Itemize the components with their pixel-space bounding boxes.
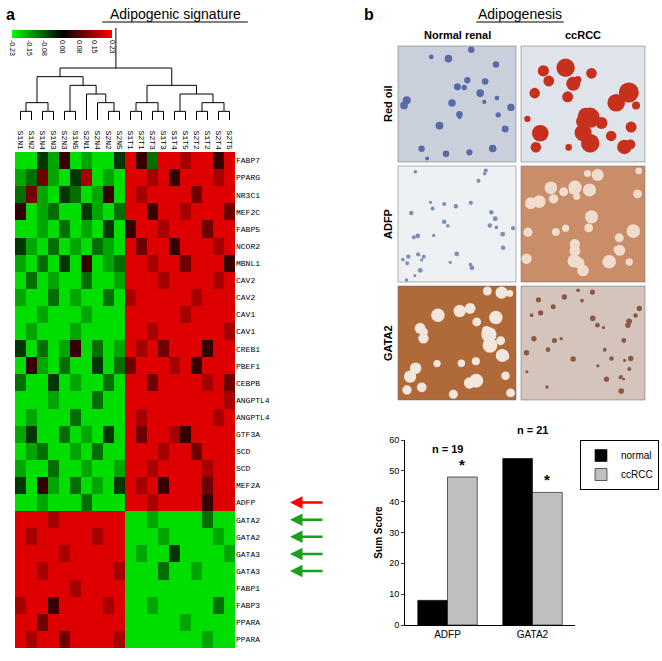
svg-text:50: 50: [389, 466, 399, 476]
svg-text:FABP5: FABP5: [236, 225, 260, 234]
svg-text:S2T3: S2T3: [148, 131, 157, 150]
svg-text:S1N1: S1N1: [16, 131, 25, 150]
svg-text:ANGPTL4: ANGPTL4: [236, 413, 270, 422]
svg-text:PBEF1: PBEF1: [236, 362, 260, 371]
svg-text:S2N5: S2N5: [115, 131, 124, 150]
svg-text:S1T2: S1T2: [203, 131, 212, 150]
svg-text:-0.23: -0.23: [9, 40, 16, 56]
svg-text:S1T4: S1T4: [170, 131, 179, 150]
svg-text:20: 20: [389, 558, 399, 568]
svg-text:S1T5: S1T5: [181, 131, 190, 150]
svg-text:Adipogenic signature: Adipogenic signature: [110, 6, 241, 22]
svg-text:-0.15: -0.15: [26, 40, 33, 56]
svg-text:30: 30: [389, 528, 399, 538]
svg-text:FABP7: FABP7: [236, 156, 260, 165]
svg-text:MEF2C: MEF2C: [236, 208, 260, 217]
svg-text:GTF3A: GTF3A: [236, 430, 260, 439]
svg-text:SCD: SCD: [236, 447, 251, 456]
svg-text:NR3C1: NR3C1: [236, 191, 260, 200]
svg-text:MEF2A: MEF2A: [236, 481, 260, 490]
svg-text:-0.08: -0.08: [41, 40, 48, 56]
svg-text:CAV2: CAV2: [236, 276, 255, 285]
svg-text:10: 10: [389, 589, 399, 599]
svg-text:PPARA: PPARA: [236, 635, 260, 644]
svg-text:S2N4: S2N4: [93, 131, 102, 150]
svg-text:GATA3: GATA3: [236, 550, 260, 559]
svg-text:0.00: 0.00: [59, 40, 66, 54]
svg-text:S2N3: S2N3: [60, 131, 69, 150]
svg-text:0.23: 0.23: [109, 40, 116, 54]
svg-text:Adipogenesis: Adipogenesis: [478, 6, 562, 22]
svg-text:CEBPB: CEBPB: [236, 379, 260, 388]
svg-text:*: *: [544, 471, 550, 488]
svg-text:S2T4: S2T4: [214, 131, 223, 150]
svg-text:CAV2: CAV2: [236, 293, 255, 302]
svg-text:n = 19: n = 19: [432, 443, 464, 455]
svg-text:ANGPTL4: ANGPTL4: [236, 396, 270, 405]
svg-text:0: 0: [394, 620, 399, 630]
svg-text:GATA2: GATA2: [236, 533, 260, 542]
svg-text:GATA2: GATA2: [382, 325, 394, 361]
svg-text:ccRCC: ccRCC: [565, 29, 601, 41]
svg-text:S1T3: S1T3: [159, 131, 168, 150]
svg-text:0.15: 0.15: [91, 40, 98, 54]
svg-text:S2T2: S2T2: [192, 131, 201, 150]
svg-text:S2T1: S2T1: [137, 131, 146, 150]
svg-text:GATA3: GATA3: [236, 567, 260, 576]
svg-text:PPARG: PPARG: [236, 173, 260, 182]
svg-text:ADFP: ADFP: [434, 629, 461, 640]
svg-text:40: 40: [389, 497, 399, 507]
svg-text:PPARA: PPARA: [236, 618, 260, 627]
svg-text:S2N2: S2N2: [104, 131, 113, 150]
svg-text:Red oil: Red oil: [382, 85, 394, 122]
svg-text:GATA2: GATA2: [236, 516, 260, 525]
svg-text:CAV1: CAV1: [236, 310, 255, 319]
svg-text:ccRCC: ccRCC: [621, 469, 653, 480]
svg-text:SCD: SCD: [236, 464, 251, 473]
svg-text:n = 21: n = 21: [517, 424, 549, 436]
svg-text:ADFP: ADFP: [382, 209, 394, 239]
svg-text:0.08: 0.08: [76, 40, 83, 54]
svg-text:CAV1: CAV1: [236, 327, 255, 336]
svg-text:GATA2: GATA2: [517, 629, 549, 640]
svg-text:ADFP: ADFP: [236, 498, 255, 507]
svg-text:S1T1: S1T1: [126, 131, 135, 150]
svg-text:Normal renal: Normal renal: [424, 29, 491, 41]
svg-text:S1N4: S1N4: [38, 131, 47, 150]
svg-text:MBNL1: MBNL1: [236, 259, 260, 268]
svg-text:Sum Score: Sum Score: [373, 506, 384, 559]
svg-text:NCOR2: NCOR2: [236, 242, 260, 251]
svg-text:60: 60: [389, 435, 399, 445]
svg-text:S1N2: S1N2: [27, 131, 36, 150]
svg-text:S2T5: S2T5: [225, 131, 234, 150]
svg-text:a: a: [6, 6, 15, 23]
svg-text:S2N1: S2N1: [82, 131, 91, 150]
svg-text:S1N3: S1N3: [49, 131, 58, 150]
svg-text:b: b: [364, 6, 374, 23]
svg-text:*: *: [459, 456, 465, 473]
svg-text:FABP1: FABP1: [236, 584, 260, 593]
svg-text:S1N5: S1N5: [71, 131, 80, 150]
svg-text:FABP3: FABP3: [236, 601, 260, 610]
svg-text:normal: normal: [621, 450, 652, 461]
svg-text:CREB1: CREB1: [236, 344, 260, 353]
